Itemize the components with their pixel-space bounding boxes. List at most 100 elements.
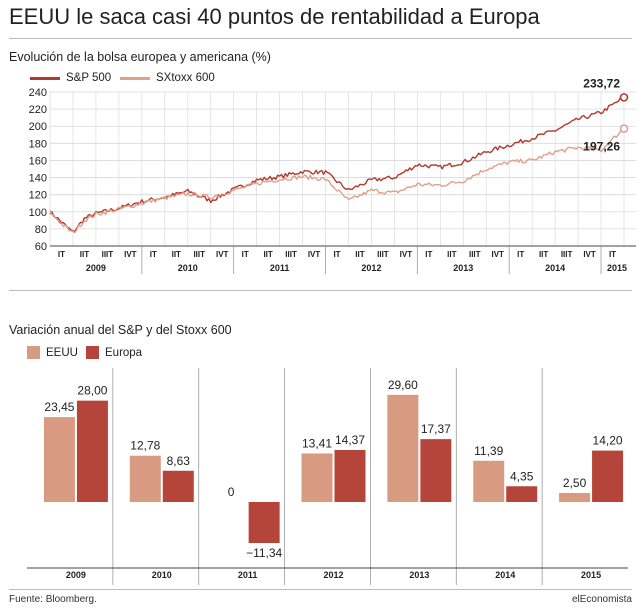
footer-divider <box>9 589 632 590</box>
y-tick-label-220: 220 <box>29 104 47 116</box>
category-label-2011: 2011 <box>238 570 258 580</box>
end-label-sp500: 233,72 <box>583 76 620 90</box>
bar-value-label-europa-2010: 8,63 <box>167 454 191 468</box>
bar-value-label-europa-2015: 14,20 <box>593 434 623 448</box>
legend-sxtoxx: SXtoxx 600 <box>120 72 215 84</box>
bar-chart-title: Variación anual del S&P y del Stoxx 600 <box>9 323 232 337</box>
x-quarter-label: IIT <box>263 250 272 259</box>
category-label-2014: 2014 <box>495 570 515 580</box>
legend-swatch-eeuu <box>27 346 40 359</box>
x-quarter-label: IIIT <box>285 250 297 259</box>
y-tick-label-240: 240 <box>29 87 47 99</box>
legend-swatch-europa <box>86 346 99 359</box>
bar-europa-2012 <box>334 449 366 502</box>
category-label-2012: 2012 <box>323 570 343 580</box>
bar-eeuu-2013 <box>387 394 419 502</box>
section-divider <box>9 290 632 291</box>
x-quarter-label: IT <box>425 250 432 259</box>
bar-value-label-eeuu-2012: 13,41 <box>302 436 332 450</box>
legend-swatch-sp500 <box>30 76 60 80</box>
y-tick-label-100: 100 <box>29 207 47 219</box>
legend-swatch-sxtoxx <box>120 76 150 80</box>
x-quarter-label: IIT <box>80 250 89 259</box>
category-label-2009: 2009 <box>66 570 86 580</box>
bar-value-label-europa-2013: 17,37 <box>421 422 451 436</box>
x-quarter-label: IVT <box>216 250 229 259</box>
legend-sp500: S&P 500 <box>30 72 111 84</box>
bar-value-label-eeuu-2010: 12,78 <box>130 439 160 453</box>
bar-eeuu-2014 <box>473 460 505 502</box>
source-note: Fuente: Bloomberg. <box>9 594 97 605</box>
x-year-label-2014: 2014 <box>545 263 565 273</box>
bar-value-label-europa-2012: 14,37 <box>335 433 365 447</box>
legend-label-europa: Europa <box>105 346 143 359</box>
bar-value-label-eeuu-2015: 2,50 <box>563 476 587 490</box>
y-tick-label-200: 200 <box>29 121 47 133</box>
x-year-label-2009: 2009 <box>86 263 106 273</box>
x-quarter-label: IT <box>609 250 616 259</box>
x-year-label-2015: 2015 <box>607 263 627 273</box>
x-quarter-label: IIIT <box>193 250 205 259</box>
y-tick-label-160: 160 <box>29 155 47 167</box>
x-quarter-label: IIT <box>539 250 548 259</box>
x-year-label-2011: 2011 <box>270 263 290 273</box>
legend-label-sxtoxx: SXtoxx 600 <box>156 72 215 84</box>
x-quarter-label: IVT <box>308 250 321 259</box>
bar-value-label-europa-2014: 4,35 <box>510 469 534 483</box>
y-tick-label-80: 80 <box>35 224 47 236</box>
bar-europa-2010 <box>162 470 194 502</box>
end-label-sxtoxx: 197,26 <box>583 140 620 154</box>
bar-value-label-eeuu-2009: 23,45 <box>44 400 74 414</box>
bar-value-label-eeuu-2011: 0 <box>228 485 235 499</box>
legend-label-eeuu: EEUU <box>46 346 78 359</box>
bar-value-label-europa-2009: 28,00 <box>77 384 107 398</box>
x-quarter-label: IIIT <box>469 250 481 259</box>
end-point-sxtoxx <box>619 124 629 133</box>
x-quarter-label: IT <box>58 250 65 259</box>
series-line-sxtoxx <box>49 128 625 234</box>
bar-eeuu-2012 <box>301 453 333 502</box>
bar-eeuu-2015 <box>559 492 591 502</box>
bar-eeuu-2009 <box>43 417 75 502</box>
bar-value-label-eeuu-2013: 29,60 <box>388 378 418 392</box>
x-quarter-label: IVT <box>583 250 596 259</box>
bar-value-label-europa-2011: −11,34 <box>246 546 282 560</box>
legend-eeuu: EEUU <box>27 346 78 359</box>
legend-europa: Europa <box>86 346 142 359</box>
x-quarter-label: IVT <box>124 250 137 259</box>
y-tick-label-180: 180 <box>29 138 47 150</box>
y-tick-label-140: 140 <box>29 173 47 185</box>
y-tick-label-120: 120 <box>29 190 47 202</box>
bar-europa-2014 <box>506 486 538 502</box>
page-title: EEUU le saca casi 40 puntos de rentabili… <box>9 4 540 29</box>
category-label-2013: 2013 <box>409 570 429 580</box>
title-divider <box>9 38 632 39</box>
x-quarter-label: IT <box>333 250 340 259</box>
x-year-label-2013: 2013 <box>453 263 473 273</box>
x-quarter-label: IIT <box>355 250 364 259</box>
x-year-label-2010: 2010 <box>178 263 198 273</box>
legend-label-sp500: S&P 500 <box>66 72 112 84</box>
x-quarter-label: IIIT <box>377 250 389 259</box>
x-quarter-label: IIT <box>447 250 456 259</box>
bar-eeuu-2010 <box>129 455 161 502</box>
bar-europa-2011 <box>248 502 280 544</box>
x-quarter-label: IIIT <box>561 250 573 259</box>
x-quarter-label: IVT <box>400 250 413 259</box>
bar-value-label-eeuu-2014: 11,39 <box>474 444 503 458</box>
bar-europa-2013 <box>420 439 452 502</box>
x-year-label-2012: 2012 <box>361 263 381 273</box>
x-quarter-label: IVT <box>491 250 504 259</box>
end-point-sp500 <box>619 93 629 102</box>
bar-europa-2015 <box>592 450 624 502</box>
x-quarter-label: IT <box>242 250 249 259</box>
line-chart-title: Evolución de la bolsa europea y american… <box>9 50 271 64</box>
category-label-2010: 2010 <box>152 570 172 580</box>
brand-logo-text: elEconomista <box>571 594 632 605</box>
category-label-2015: 2015 <box>581 570 601 580</box>
y-tick-label-60: 60 <box>35 241 47 253</box>
x-quarter-label: IT <box>517 250 524 259</box>
x-quarter-label: IT <box>150 250 157 259</box>
x-quarter-label: IIIT <box>102 250 114 259</box>
